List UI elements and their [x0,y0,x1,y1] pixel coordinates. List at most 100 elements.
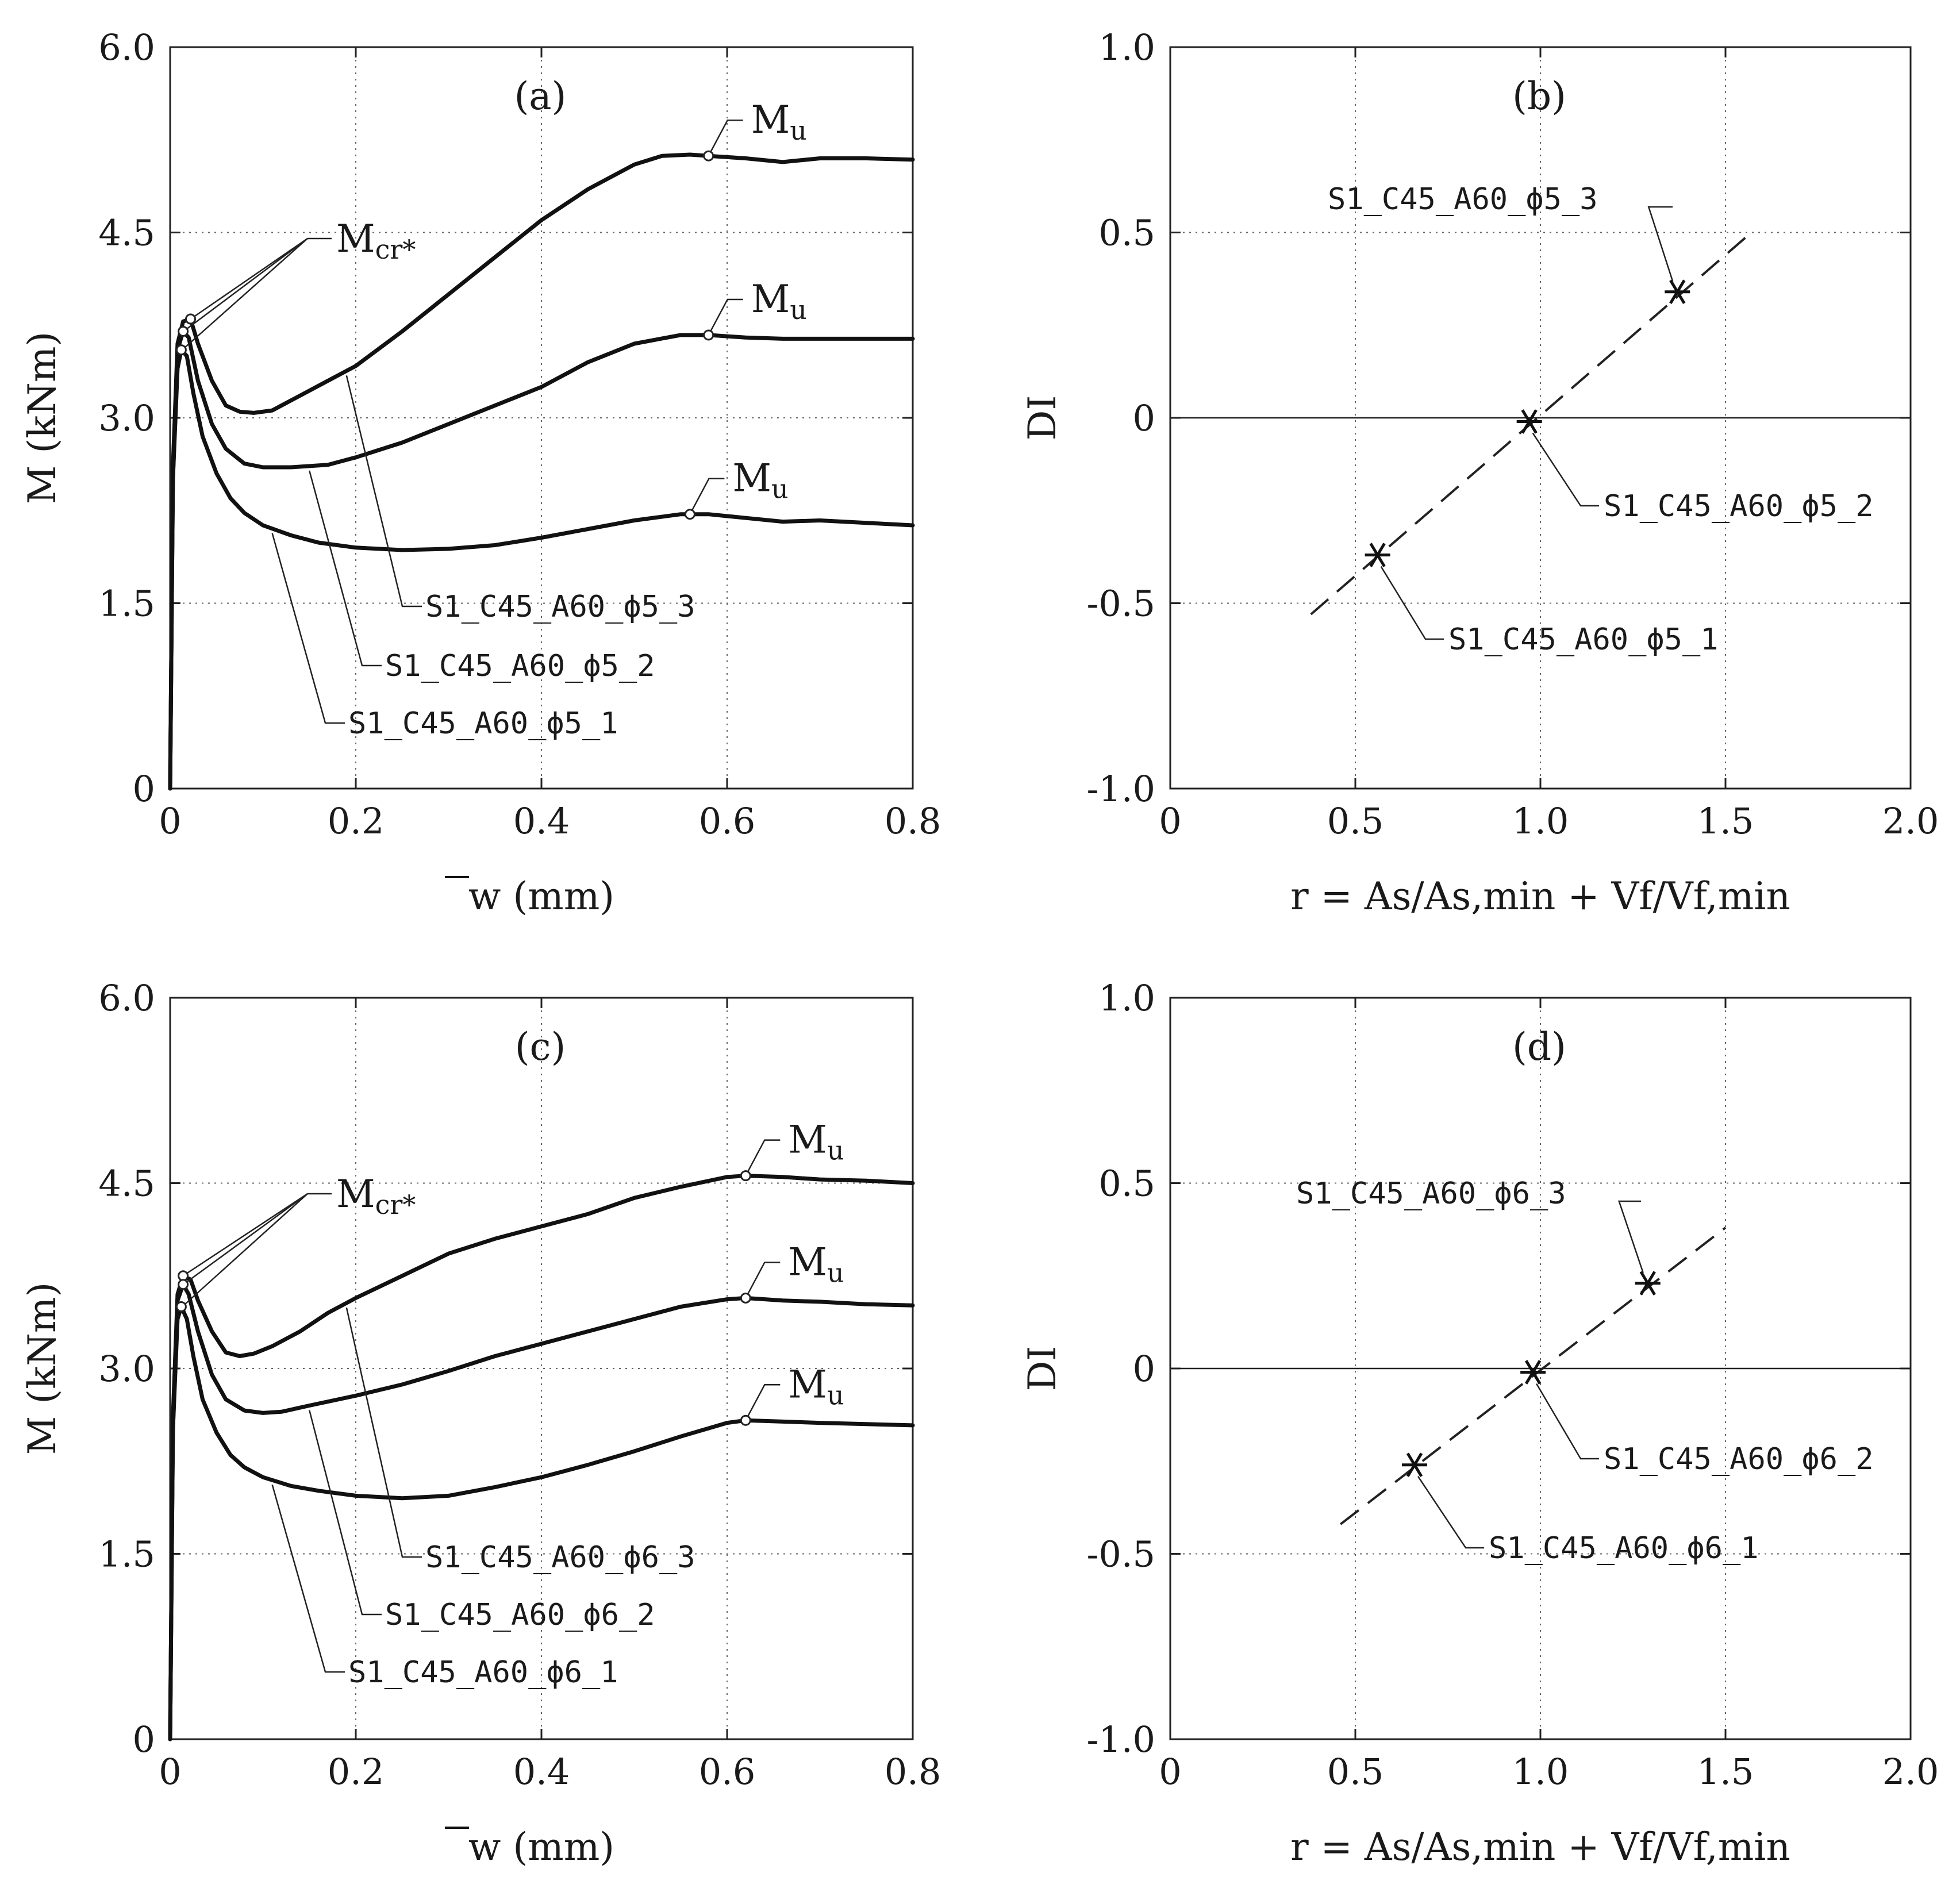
y-tick-label: 4.5 [98,212,155,254]
data-point [1665,279,1690,304]
data-point [1365,543,1390,567]
mcr-label-main: M [336,1172,375,1216]
point-label: S1_C45_A60_ϕ5_3 [1328,182,1598,217]
series-name-label: S1_C45_A60_ϕ5_2 [385,649,655,683]
series-name-leader [345,1307,422,1558]
series-name-label: S1_C45_A60_ϕ6_1 [348,1655,618,1690]
y-tick-label: 0 [133,1719,155,1760]
y-axis-label: M (kNm) [20,1282,64,1455]
mu-label-main: M [788,1118,827,1162]
mu-label-sub: u [790,294,807,325]
y-tick-label: 1.5 [98,1533,155,1575]
x-axis-label: w (mm) [468,874,614,918]
mu-leader [745,1262,781,1299]
y-axis-label: M (kNm) [20,332,64,504]
mcr-leader [186,1193,308,1283]
x-axis-label: w (mm) [468,1825,614,1869]
mcr-leader [184,238,308,348]
x-tick-label: 0.2 [328,800,385,842]
data-point [1520,1360,1546,1385]
series-line [168,1305,915,1741]
data-point [1635,1271,1661,1295]
x-tick-label: 1.0 [1512,1751,1569,1793]
mu-label: Mu [732,456,788,505]
series-name-label: S1_C45_A60_ϕ5_3 [425,590,695,624]
x-tick-label: 1.5 [1697,800,1754,842]
mcr-leader [184,1193,308,1305]
mu-label: Mu [751,98,807,146]
mu-label-main: M [732,456,771,501]
y-tick-label: 6.0 [98,26,155,68]
mu-leader [745,1384,781,1421]
panel-label: (a) [514,74,567,118]
y-tick-label: 0.5 [1098,212,1155,254]
point-label: S1_C45_A60_ϕ6_3 [1296,1177,1566,1211]
x-axis-label: r = As/As,min + Vf/Vf,min [1290,874,1790,918]
x-tick-label: 2.0 [1882,1751,1939,1793]
mcr-marker [175,1301,187,1312]
point-stroke [1639,1271,1656,1295]
chart-panel-b: 0 0.5 1.0 1.5 2.0 -1.0 -0.5 0 0.5 1.0 (b) DI r = As/… [1020,26,1939,918]
mcr-label: Mcr* [336,217,416,265]
mu-leader [708,119,743,156]
series-name-leader [309,470,382,667]
y-axis-label: DI [1020,395,1064,441]
x-tick-label: 1.0 [1512,800,1569,842]
mu-marker [740,1170,751,1182]
mu-marker [684,509,695,520]
x-tick-label: 0.5 [1327,800,1384,842]
mu-label: Mu [788,1240,844,1288]
x-tick-label: 0.6 [699,800,756,842]
mcr-leader [186,1193,308,1274]
x-tick-label: 0 [1159,800,1181,842]
point-leader [1380,566,1444,640]
series-name-leader [345,375,422,608]
mcr-marker [185,313,197,325]
point-label: S1_C45_A60_ϕ6_2 [1604,1442,1874,1477]
mu-label-sub: u [827,1135,844,1166]
y-tick-label: -1.0 [1086,768,1155,810]
x-axis-label: r = As/As,min + Vf/Vf,min [1290,1825,1790,1869]
mu-label: Mu [788,1362,844,1410]
data-point [1402,1452,1428,1477]
x-tick-label: 0 [159,800,181,842]
panel-label: (b) [1512,74,1566,118]
y-tick-label: 0 [1133,397,1155,439]
mu-label-main: M [788,1240,827,1284]
y-tick-label: -0.5 [1086,583,1155,625]
point-leader [1618,1200,1644,1274]
mcr-label-sub: cr* [375,234,416,265]
mu-label-sub: u [790,115,807,146]
point-stroke [1521,409,1538,434]
mcr-leader [186,237,308,330]
series-name-leader [309,1410,382,1616]
chart-panel-c: 0 0.2 0.4 0.6 0.8 0 1.5 3.0 4.5 6.0 (c) M (kNm) w (m… [20,977,941,1869]
point-leader [1536,1383,1599,1460]
y-tick-label: 3.0 [98,397,155,439]
y-tick-label: 1.0 [1098,977,1155,1019]
mu-label: Mu [788,1118,844,1166]
mcr-label-sub: cr* [375,1189,416,1220]
mu-label-sub: u [827,1379,844,1410]
panel-label: (c) [515,1025,566,1069]
point-label: S1_C45_A60_ϕ5_2 [1604,489,1874,524]
y-tick-label: 4.5 [98,1163,155,1205]
mu-marker [740,1292,751,1304]
x-tick-label: 0 [1159,1751,1181,1793]
data-point [1516,409,1542,434]
point-label: S1_C45_A60_ϕ5_1 [1448,622,1719,657]
x-tick-label: 0.4 [513,800,570,842]
mu-label-main: M [788,1362,827,1406]
mu-marker [740,1414,751,1426]
point-leader [1532,432,1599,507]
series-name-label: S1_C45_A60_ϕ6_2 [385,1598,655,1632]
series-name-leader [271,1484,345,1673]
y-tick-label: -1.0 [1086,1719,1155,1760]
series-line [168,348,915,791]
mu-label-sub: u [827,1257,844,1288]
mu-leader [745,1139,781,1177]
mu-leader [689,478,725,515]
mu-marker [703,150,714,162]
panel-label: (d) [1512,1025,1566,1069]
